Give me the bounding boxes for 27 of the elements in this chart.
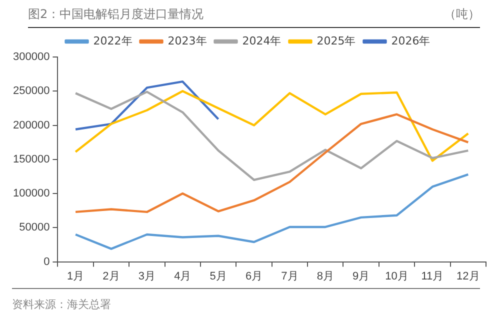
x-tick-label: 10月 <box>385 270 408 282</box>
x-tick-label: 4月 <box>174 270 192 282</box>
x-tick-label: 11月 <box>421 270 444 282</box>
y-tick-label: 250000 <box>12 85 50 98</box>
chart-title: 图2：中国电解铝月度进口量情况 <box>28 6 204 23</box>
legend-label: 2026年 <box>391 34 430 48</box>
text: 资料来源：海关总署 <box>12 288 480 312</box>
x-tick-label: 3月 <box>138 270 156 282</box>
y-axis-title: （吨） <box>444 6 480 23</box>
x-tick-label: 9月 <box>352 270 370 282</box>
x-tick-label: 12月 <box>456 270 480 282</box>
legend-label: 2024年 <box>242 34 282 48</box>
y-tick-label: 150000 <box>12 153 50 166</box>
y-tick-label: 50000 <box>19 222 50 234</box>
legend-label: 2025年 <box>316 34 356 48</box>
y-tick-label: 300000 <box>12 51 50 64</box>
x-tick-label: 8月 <box>316 270 334 282</box>
y-tick-label: 200000 <box>12 119 50 132</box>
y-tick-label: 100000 <box>12 188 50 200</box>
x-tick-label: 1月 <box>66 270 84 282</box>
x-tick-label: 7月 <box>281 270 298 282</box>
x-tick-label: 5月 <box>210 270 227 282</box>
legend-label: 2023年 <box>168 34 207 48</box>
x-tick-label: 6月 <box>245 270 263 282</box>
x-tick-label: 2月 <box>102 270 120 282</box>
y-tick-label: 0 <box>44 256 50 268</box>
legend-label: 2022年 <box>93 34 132 48</box>
